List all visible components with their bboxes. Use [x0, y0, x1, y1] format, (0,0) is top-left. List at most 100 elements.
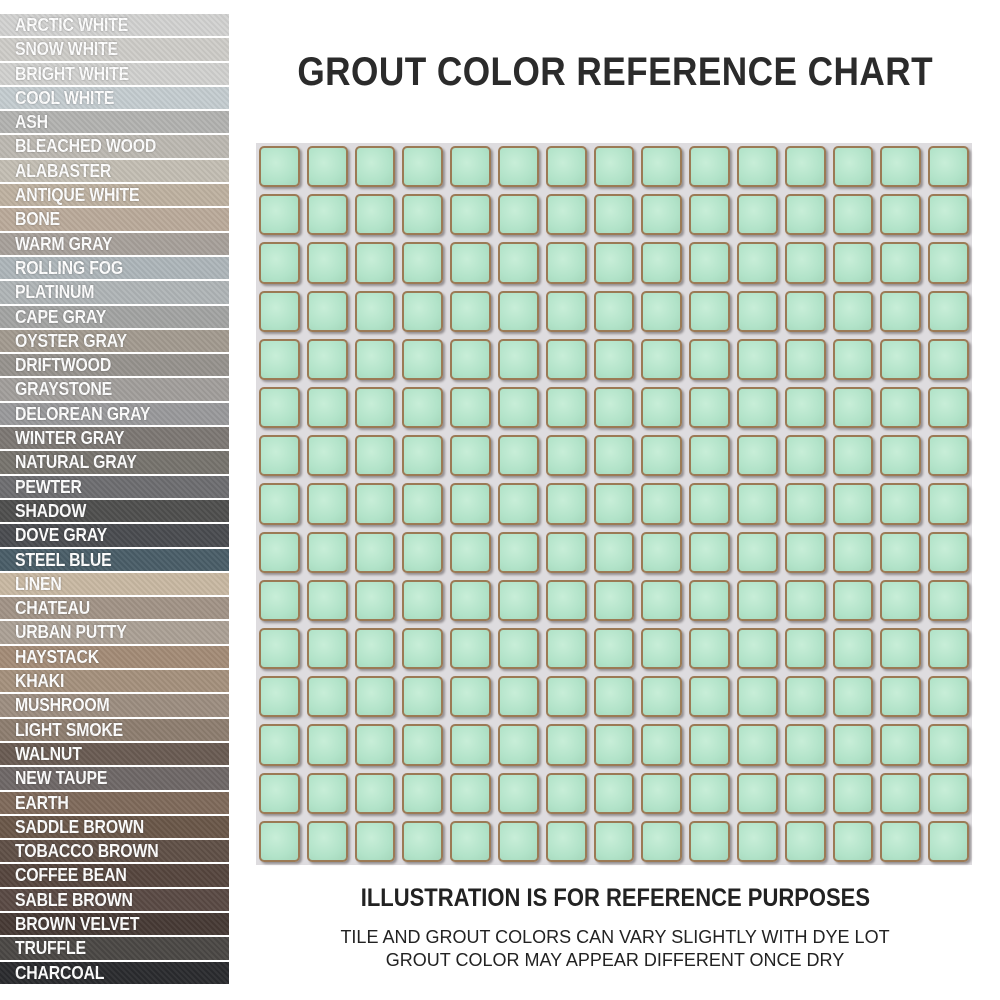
- grout-swatch-label: DOVE GRAY: [15, 525, 108, 546]
- mosaic-tile: [259, 579, 300, 621]
- mosaic-tile: [259, 628, 300, 670]
- mosaic-tile: [450, 242, 491, 284]
- grout-swatch: MUSHROOM: [0, 694, 229, 717]
- mosaic-tile: [593, 628, 635, 670]
- mosaic-tile: [880, 676, 922, 718]
- mosaic-tile: [545, 772, 587, 814]
- mosaic-tile: [736, 724, 778, 766]
- mosaic-tile: [306, 194, 348, 236]
- mosaic-tile: [450, 146, 491, 188]
- mosaic-tile: [784, 435, 826, 477]
- grout-swatch-label: DRIFTWOOD: [15, 355, 112, 376]
- mosaic-tile: [545, 483, 587, 525]
- mosaic-tile: [259, 242, 300, 284]
- mosaic-tile: [689, 290, 730, 332]
- mosaic-tile: [689, 531, 730, 573]
- grout-swatch: BROWN VELVET: [0, 912, 229, 936]
- mosaic-tile: [832, 579, 874, 621]
- mosaic-tile: [402, 194, 444, 236]
- mosaic-tile: [641, 724, 683, 766]
- mosaic-tile: [354, 772, 396, 814]
- grout-swatch-label: COOL WHITE: [15, 87, 115, 108]
- dry-color-note: GROUT COLOR MAY APPEAR DIFFERENT ONCE DR…: [385, 950, 845, 970]
- grout-swatch: BONE: [0, 208, 229, 231]
- mosaic-tile: [402, 628, 444, 670]
- grout-swatch: LINEN: [0, 572, 229, 596]
- mosaic-tile: [402, 146, 444, 188]
- mosaic-tile: [880, 290, 922, 332]
- grout-swatch-label: OYSTER GRAY: [15, 330, 127, 351]
- mosaic-tile: [497, 290, 539, 332]
- grout-swatch-label: ROLLING FOG: [15, 257, 124, 278]
- mosaic-tile: [402, 290, 444, 332]
- mosaic-tile: [354, 242, 396, 284]
- grout-swatch: PEWTER: [0, 475, 229, 498]
- grout-swatch: ASH: [0, 111, 229, 134]
- grout-swatch-label: GRAYSTONE: [15, 379, 113, 400]
- mosaic-tile: [689, 146, 730, 188]
- mosaic-tile: [689, 772, 730, 814]
- grout-swatch: TRUFFLE: [0, 937, 229, 960]
- mosaic-tile: [880, 435, 922, 477]
- mosaic-tile: [450, 290, 491, 332]
- mosaic-tile: [259, 676, 300, 718]
- mosaic-tile: [402, 676, 444, 718]
- mosaic-tile: [784, 290, 826, 332]
- mosaic-tile: [689, 724, 730, 766]
- mosaic-tile: [689, 579, 730, 621]
- mosaic-tile: [689, 242, 730, 284]
- mosaic-tile: [832, 724, 874, 766]
- grout-swatch: ANTIQUE WHITE: [0, 184, 229, 207]
- mosaic-tile: [306, 387, 348, 429]
- mosaic-tile: [689, 435, 730, 477]
- grout-swatch-label: COFFEE BEAN: [15, 865, 127, 886]
- mosaic-tile: [928, 387, 969, 429]
- grout-swatch: NATURAL GRAY: [0, 451, 229, 474]
- grout-swatch-label: SADDLE BROWN: [15, 816, 145, 837]
- reference-heading: ILLUSTRATION IS FOR REFERENCE PURPOSES: [250, 884, 980, 913]
- mosaic-tile: [497, 338, 539, 380]
- mosaic-tile: [832, 676, 874, 718]
- mosaic-tile: [354, 387, 396, 429]
- grout-swatch: OYSTER GRAY: [0, 329, 229, 353]
- mosaic-tile: [306, 820, 348, 862]
- mosaic-tile: [689, 820, 730, 862]
- grout-swatch-list: ARCTIC WHITE SNOW WHITE BRIGHT WHITE COOL W…: [0, 14, 229, 986]
- mosaic-tile: [784, 579, 826, 621]
- chart-title-text: GROUT COLOR REFERENCE CHART: [297, 50, 933, 94]
- mosaic-tile: [832, 483, 874, 525]
- mosaic-tile: [259, 772, 300, 814]
- grout-swatch: NEW TAUPE: [0, 767, 229, 790]
- grout-swatch: COFFEE BEAN: [0, 864, 229, 887]
- mosaic-tile: [593, 242, 635, 284]
- mosaic-tile: [736, 820, 778, 862]
- mosaic-tile: [736, 194, 778, 236]
- mosaic-tile: [259, 531, 300, 573]
- mosaic-tile: [354, 676, 396, 718]
- mosaic-tile: [354, 531, 396, 573]
- mosaic-tile: [497, 676, 539, 718]
- grout-swatch: DELOREAN GRAY: [0, 402, 229, 426]
- mosaic-tile: [354, 628, 396, 670]
- mosaic-tile: [736, 435, 778, 477]
- mosaic-tile: [880, 820, 922, 862]
- mosaic-tile: [545, 194, 587, 236]
- mosaic-tile: [450, 194, 491, 236]
- mosaic-tile: [689, 483, 730, 525]
- mosaic-tile: [354, 724, 396, 766]
- mosaic-tile: [784, 483, 826, 525]
- grout-swatch: PLATINUM: [0, 281, 229, 304]
- mosaic-tile: [593, 820, 635, 862]
- mosaic-tile: [497, 531, 539, 573]
- mosaic-tile: [259, 146, 300, 188]
- mosaic-tile: [450, 820, 491, 862]
- mosaic-tile: [354, 579, 396, 621]
- mosaic-tile: [259, 387, 300, 429]
- grout-swatch-label: BRIGHT WHITE: [15, 63, 130, 84]
- grout-swatch: DOVE GRAY: [0, 524, 229, 547]
- mosaic-tile: [593, 290, 635, 332]
- mosaic-tile: [641, 579, 683, 621]
- grout-swatch: HAYSTACK: [0, 645, 229, 669]
- dye-lot-note: TILE AND GROUT COLORS CAN VARY SLIGHTLY …: [340, 927, 890, 947]
- mosaic-tile: [497, 820, 539, 862]
